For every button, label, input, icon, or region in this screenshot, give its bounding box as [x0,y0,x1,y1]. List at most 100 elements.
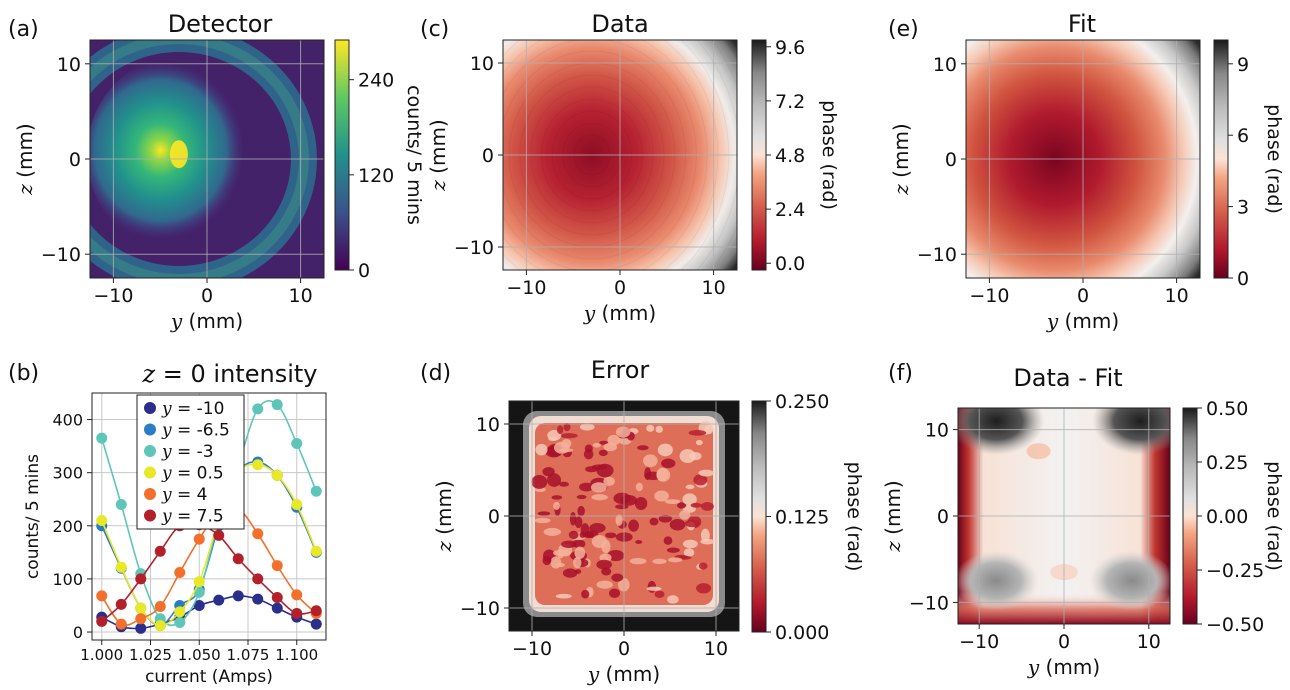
y-tick-label: −10 [460,598,500,620]
heatmap-d-speckle [646,424,655,432]
legend-eq: = [172,464,197,484]
heatmap-d-speckle [615,504,629,510]
heatmap-d-speckle [543,527,562,536]
data-point [232,590,244,602]
legend-value: -3 [197,442,214,462]
x-axis-label-var: y [1046,309,1059,333]
x-tick-label: 1.100 [275,646,318,664]
legend-value: -6.5 [197,421,230,441]
x-axis-label: y (mm) [170,309,243,333]
y-axis-label-var: z [13,184,37,196]
heatmap-d-speckle [573,557,582,569]
panel-label: (b) [8,361,39,386]
y-tick-label: 300 [52,464,83,483]
panel-title: Error [591,356,650,384]
data-point [291,437,303,449]
panel-title: z = 0 intensity [142,360,318,388]
heatmap-d-speckle [684,519,700,528]
data-point [135,622,147,634]
x-axis-label-unit-text: (mm) [602,301,657,325]
x-axis-label-unit-text: (mm) [1046,655,1101,679]
legend-value: -10 [197,399,225,419]
y-axis-label: z (mm) [432,480,456,552]
panel-title-rest: = 0 intensity [155,360,317,388]
colorbar [751,400,767,633]
heatmap-d-speckle [596,580,613,589]
heatmap-f-dark-tl [958,408,1045,455]
heatmap-d-speckle [596,463,614,478]
colorbar-tick-label: 0 [1237,268,1249,290]
y-tick-label: 400 [52,411,83,430]
panel-label: (a) [8,17,39,42]
heatmap-d-speckle [579,423,595,431]
y-tick-label: 0 [73,623,83,642]
x-axis-label: y (mm) [587,662,660,686]
heatmap-f-grey-br [1089,550,1170,611]
heatmap-d-speckle [635,540,643,545]
x-tick-label: 10 [1137,631,1161,653]
heatmap-d-speckle [637,445,649,451]
heatmap-d-speckle [695,439,703,446]
y-axis-label-var: z [432,541,456,553]
y-tick-label: −10 [41,244,81,266]
x-tick-label: 0 [614,277,626,299]
panel-title: Fit [1068,10,1096,38]
data-point [174,606,186,618]
y-tick-label: 0 [945,149,957,171]
data-point [115,618,127,630]
legend-var: y [161,507,172,527]
data-point [271,469,283,481]
colorbar-tick-label: 0.25 [1206,452,1248,474]
heatmap-d-speckle [561,540,577,548]
y-axis-label-var: z [889,184,913,196]
heatmap-d-speckle [542,555,552,566]
heatmap-d-speckle [598,449,608,457]
colorbar-tick-label: 0.50 [1206,398,1248,420]
heatmap-d-speckle [574,516,583,529]
data-point [193,599,205,611]
y-axis-label: z (mm) [889,123,913,195]
heatmap-d-speckle [615,426,631,438]
heatmap-d-speckle [613,492,631,505]
legend-eq: = [172,507,197,527]
heatmap-d-speckle [581,589,590,599]
data-point [213,529,225,541]
heatmap-d-speckle [596,559,612,570]
data-point [291,589,303,601]
y-tick-label: −10 [917,244,957,266]
legend-marker [144,466,156,479]
data-point [271,592,283,604]
heatmap-d-speckle [559,448,574,453]
heatmap-d-speckle [679,449,696,464]
heatmap-d-speckle [698,469,714,477]
colorbar-tick-label: −0.25 [1206,560,1264,582]
legend-label: y = -6.5 [161,421,230,441]
panel-label: (d) [420,361,451,386]
colorbar-tick-label: 0.00 [1206,506,1248,528]
y-axis-label-unit-text: (mm) [426,119,450,174]
panel-label: (c) [420,17,449,42]
heatmap-d-speckle [698,562,708,570]
heatmap-d-speckle [569,512,577,526]
heatmap-d-speckle [628,519,639,532]
heatmap-d-speckle [679,510,691,520]
colorbar-tick-label: 4.8 [775,145,805,167]
x-tick-label: 1.075 [227,646,270,664]
data-point [193,576,205,588]
heatmap-d-speckle [688,429,707,436]
y-axis-label: z (mm) [13,123,37,195]
heatmap-d-speckle [562,568,578,578]
x-axis-label-unit-text: (mm) [1065,309,1120,333]
data-point [271,602,283,614]
legend-label: y = 4 [161,485,208,505]
x-axis-label-unit-text: (mm) [606,662,661,686]
heatmap-f-spot [1026,443,1051,460]
heatmap-d-speckle [669,518,686,531]
heatmap-d-speckle [646,586,662,591]
heatmap-d-speckle [654,490,669,502]
heatmap-d-speckle [592,442,601,448]
legend-label: y = -10 [161,399,224,419]
legend-var: y [161,421,172,441]
heatmap-d-speckle [690,502,702,508]
